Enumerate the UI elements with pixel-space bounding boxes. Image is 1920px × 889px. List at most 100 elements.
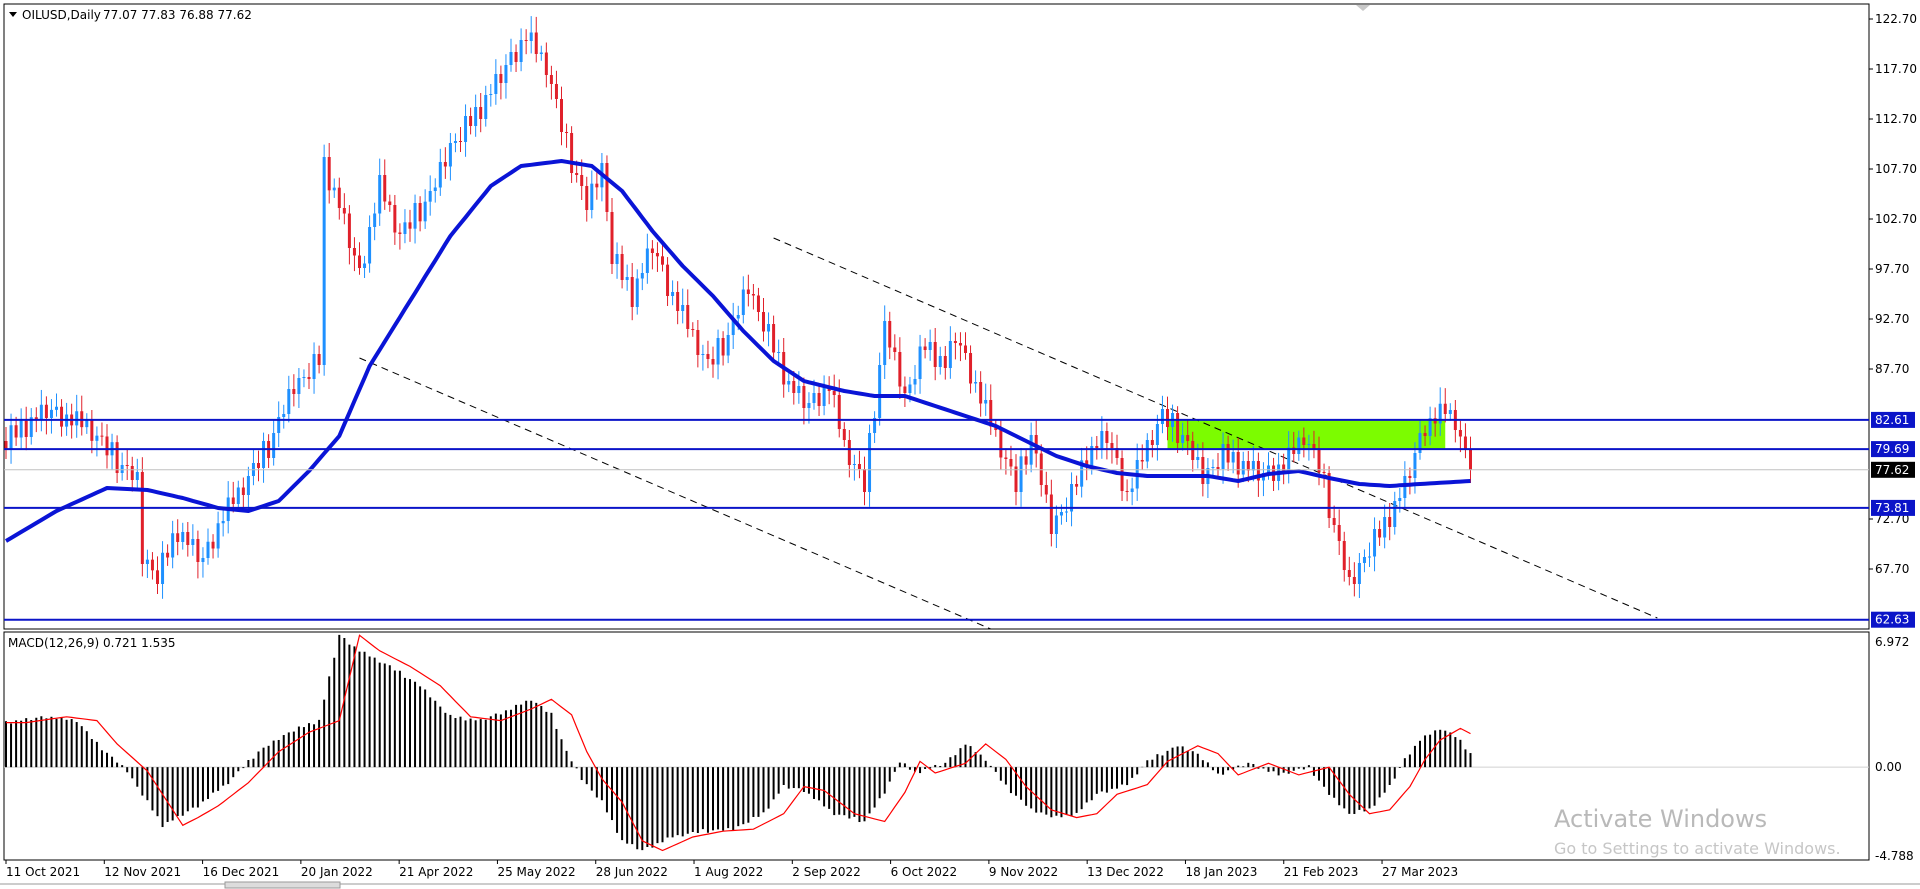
moving-average bbox=[4, 159, 1471, 543]
candle bbox=[1231, 439, 1235, 474]
candle bbox=[994, 419, 998, 437]
candle bbox=[802, 377, 806, 425]
candle-body bbox=[1388, 517, 1392, 527]
price-tick-label: 112.70 bbox=[1875, 112, 1917, 126]
candle bbox=[519, 28, 523, 72]
candle-body bbox=[918, 346, 922, 379]
candle bbox=[181, 522, 185, 550]
candle-body bbox=[332, 187, 336, 191]
candle-body bbox=[95, 435, 99, 441]
candle bbox=[489, 84, 493, 107]
candle-body bbox=[176, 533, 180, 542]
candle-body bbox=[620, 254, 624, 280]
candle-body bbox=[575, 173, 579, 175]
candle bbox=[1307, 434, 1311, 461]
candle-body bbox=[413, 203, 417, 229]
level-tag bbox=[1871, 499, 1915, 516]
candle bbox=[1070, 472, 1074, 527]
candle-body bbox=[453, 141, 457, 143]
candle bbox=[469, 107, 473, 135]
candle bbox=[913, 365, 917, 395]
candle-body bbox=[817, 393, 821, 406]
candle-body bbox=[746, 289, 750, 294]
candle-body bbox=[342, 208, 346, 214]
candle bbox=[822, 375, 826, 416]
candle bbox=[342, 193, 346, 225]
watermark-title: Activate Windows bbox=[1554, 805, 1767, 833]
candle-body bbox=[837, 395, 841, 429]
candle bbox=[883, 305, 887, 379]
candle bbox=[312, 342, 316, 394]
candle bbox=[90, 410, 94, 454]
candle-body bbox=[661, 256, 664, 265]
candle-body bbox=[1044, 485, 1048, 495]
candle-body bbox=[322, 157, 326, 365]
candle-body bbox=[1256, 461, 1260, 481]
candle bbox=[1347, 556, 1351, 586]
candle-body bbox=[706, 354, 710, 359]
candle-body bbox=[186, 532, 190, 545]
candle-body bbox=[1211, 467, 1215, 468]
candle bbox=[509, 38, 513, 72]
candle-body bbox=[787, 381, 791, 385]
candle-body bbox=[1231, 452, 1235, 463]
candle-body bbox=[741, 289, 745, 315]
candle bbox=[4, 427, 8, 459]
time-tick-label: 21 Apr 2022 bbox=[399, 865, 473, 879]
candle-body bbox=[1201, 457, 1205, 484]
candle-body bbox=[211, 541, 215, 549]
candle-body bbox=[1039, 453, 1043, 485]
candle-body bbox=[166, 552, 170, 558]
candle-body bbox=[241, 487, 245, 495]
candle bbox=[984, 383, 988, 416]
candle bbox=[1019, 447, 1023, 507]
price-panel[interactable]: OILUSD,Daily 77.07 77.83 76.88 77.62 bbox=[3, 3, 1870, 630]
candle-body bbox=[115, 442, 119, 473]
candle-body bbox=[908, 384, 912, 393]
candle-body bbox=[1352, 577, 1356, 584]
candle-body bbox=[767, 324, 771, 332]
macd-panel[interactable]: MACD(12,26,9) 0.721 1.535 bbox=[3, 631, 1870, 861]
candle-body bbox=[1216, 467, 1220, 469]
candle bbox=[216, 511, 220, 558]
candle bbox=[620, 245, 624, 289]
candle bbox=[625, 264, 629, 291]
candle bbox=[201, 547, 205, 578]
candle bbox=[1423, 425, 1427, 446]
candle bbox=[352, 237, 356, 272]
candle bbox=[706, 340, 710, 369]
candle bbox=[373, 202, 377, 241]
candle bbox=[120, 452, 124, 481]
candle-body bbox=[893, 347, 897, 352]
candle-body bbox=[1448, 410, 1452, 414]
candle-body bbox=[534, 32, 538, 54]
candle-body bbox=[145, 559, 149, 564]
candle-body bbox=[423, 201, 427, 222]
candle bbox=[1130, 477, 1134, 506]
macd-histogram bbox=[4, 634, 1869, 851]
candle bbox=[176, 519, 180, 556]
signal-line bbox=[6, 634, 1471, 852]
candle bbox=[494, 59, 498, 105]
candle-body bbox=[888, 321, 892, 348]
candle-body bbox=[953, 341, 957, 343]
candle-body bbox=[231, 497, 235, 504]
candle bbox=[1443, 388, 1447, 423]
dropdown-triangle-icon[interactable] bbox=[9, 12, 17, 17]
candle bbox=[130, 456, 134, 492]
candle bbox=[499, 65, 503, 100]
candle-body bbox=[1196, 457, 1200, 460]
scroll-thumb[interactable] bbox=[224, 881, 341, 889]
candle-body bbox=[933, 342, 937, 367]
time-tick-label: 12 Nov 2021 bbox=[104, 865, 181, 879]
candle bbox=[1342, 531, 1346, 582]
shift-marker-icon[interactable] bbox=[1356, 5, 1370, 11]
candle-body bbox=[1004, 457, 1008, 459]
scroll-bar[interactable] bbox=[0, 881, 1920, 889]
candle bbox=[125, 449, 129, 480]
candle bbox=[868, 424, 872, 507]
candle bbox=[661, 243, 664, 272]
candle bbox=[1160, 395, 1164, 434]
candle-body bbox=[317, 354, 321, 365]
